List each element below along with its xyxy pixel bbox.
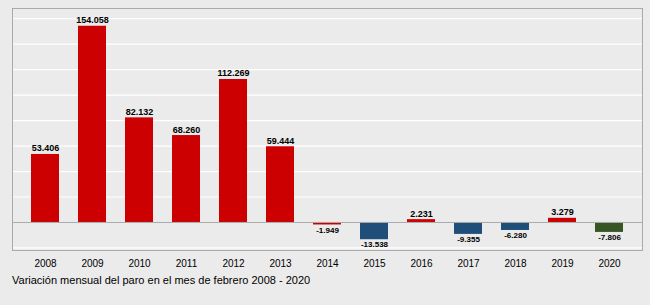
svg-text:2018: 2018 bbox=[504, 258, 527, 269]
svg-text:2019: 2019 bbox=[551, 258, 574, 269]
svg-text:2008: 2008 bbox=[34, 258, 57, 269]
svg-text:2009: 2009 bbox=[81, 258, 104, 269]
svg-text:-9.355: -9.355 bbox=[457, 235, 480, 244]
svg-text:2.231: 2.231 bbox=[410, 209, 433, 219]
svg-text:2020: 2020 bbox=[598, 258, 621, 269]
svg-text:154.058: 154.058 bbox=[76, 15, 109, 25]
svg-text:-6.280: -6.280 bbox=[504, 231, 527, 240]
svg-text:82.132: 82.132 bbox=[126, 107, 154, 117]
svg-text:2011: 2011 bbox=[176, 258, 198, 269]
svg-text:3.279: 3.279 bbox=[551, 207, 574, 217]
svg-text:2013: 2013 bbox=[269, 258, 292, 269]
svg-text:53.406: 53.406 bbox=[32, 143, 60, 153]
svg-text:-1.949: -1.949 bbox=[316, 226, 339, 235]
svg-text:-7.806: -7.806 bbox=[598, 233, 621, 242]
svg-text:-13.538: -13.538 bbox=[361, 240, 389, 249]
svg-text:59.444: 59.444 bbox=[267, 136, 295, 146]
svg-text:2012: 2012 bbox=[222, 258, 245, 269]
svg-text:2017: 2017 bbox=[457, 258, 480, 269]
html-text:Variación mensual del paro en: Variación mensual del paro en el mes de … bbox=[12, 274, 311, 286]
svg-text:2015: 2015 bbox=[363, 258, 386, 269]
svg-text:2010: 2010 bbox=[128, 258, 151, 269]
svg-text:68.260: 68.260 bbox=[173, 125, 201, 135]
svg-text:112.269: 112.269 bbox=[217, 68, 249, 78]
svg-text:2014: 2014 bbox=[316, 258, 339, 269]
svg-text:2016: 2016 bbox=[410, 258, 433, 269]
